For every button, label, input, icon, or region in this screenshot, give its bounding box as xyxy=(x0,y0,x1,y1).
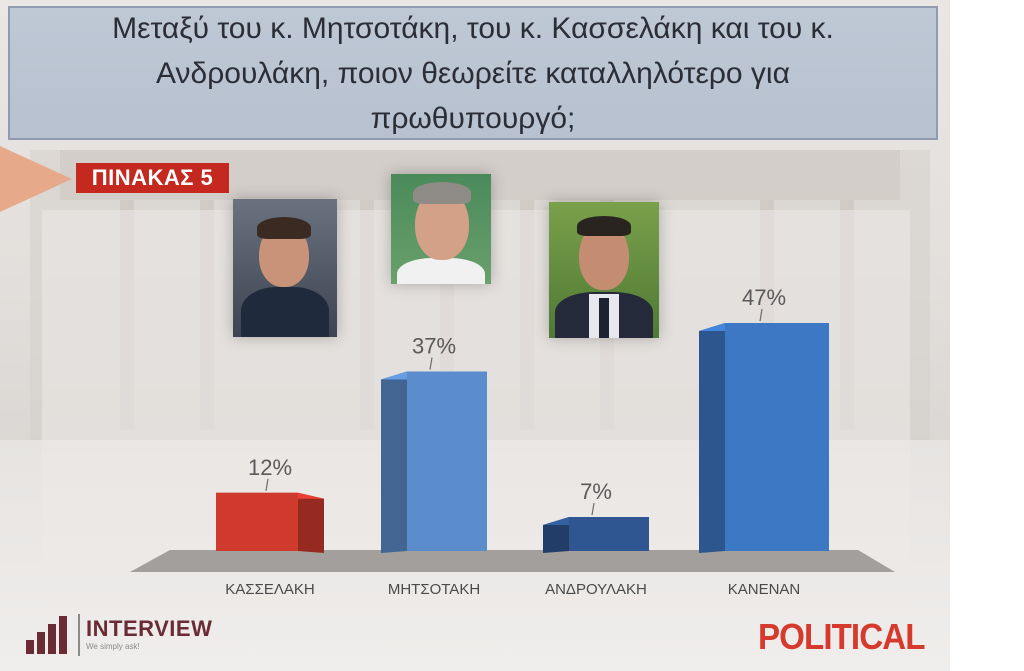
bar-2 xyxy=(569,517,649,551)
bar-side-0 xyxy=(298,492,324,553)
value-label-0: 12% xyxy=(248,455,292,480)
political-logo: POLITICAL xyxy=(758,616,925,657)
table-label: ΠΙΝΑΚΑΣ 5 xyxy=(76,163,229,193)
bar-side-2 xyxy=(543,517,569,553)
interview-logo: INTERVIEW We simply ask! xyxy=(26,612,246,658)
chart-floor xyxy=(130,550,895,572)
value-label-2: 7% xyxy=(580,479,612,504)
slide: Μεταξύ του κ. Μητσοτάκη, του κ. Κασσελάκ… xyxy=(0,0,950,671)
category-label-0: ΚΑΣΣΕΛΑΚΗ xyxy=(225,581,314,598)
bar-0 xyxy=(216,492,298,551)
bar-side-1 xyxy=(381,371,407,553)
value-label-3: 47% xyxy=(742,285,786,310)
bar-1 xyxy=(407,371,487,551)
logo-divider xyxy=(78,614,80,656)
bar-chart: 12% ΚΑΣΣΕΛΑΚΗ 37% ΜΗΤΣΟΤΑΚΗ 7% ΑΝΔΡΟΥΛΑΚΗ 47% Κ… xyxy=(130,285,895,598)
category-label-3: ΚΑΝΕΝΑΝ xyxy=(728,581,801,598)
value-label-1: 37% xyxy=(412,334,456,359)
arrow-marker xyxy=(0,146,72,212)
question-header: Μεταξύ του κ. Μητσοτάκη, του κ. Κασσελάκ… xyxy=(8,6,938,140)
bars-logo-icon xyxy=(26,616,76,654)
portrait-androulakis xyxy=(549,202,659,338)
value-leader-2 xyxy=(591,502,595,516)
value-leader-1 xyxy=(429,357,433,370)
portrait-kasselakis xyxy=(233,199,337,337)
portrait-mitsotakis xyxy=(391,174,491,284)
interview-name: INTERVIEW xyxy=(86,616,213,641)
category-label-2: ΑΝΔΡΟΥΛΑΚΗ xyxy=(545,581,647,598)
bar-side-3 xyxy=(699,323,725,553)
category-label-1: ΜΗΤΣΟΤΑΚΗ xyxy=(388,581,480,598)
value-leader-3 xyxy=(759,308,763,322)
bar-3 xyxy=(725,323,829,551)
interview-tagline: We simply ask! xyxy=(86,642,140,651)
question-text: Μεταξύ του κ. Μητσοτάκη, του κ. Κασσελάκ… xyxy=(112,11,834,135)
value-leader-0 xyxy=(265,478,269,491)
